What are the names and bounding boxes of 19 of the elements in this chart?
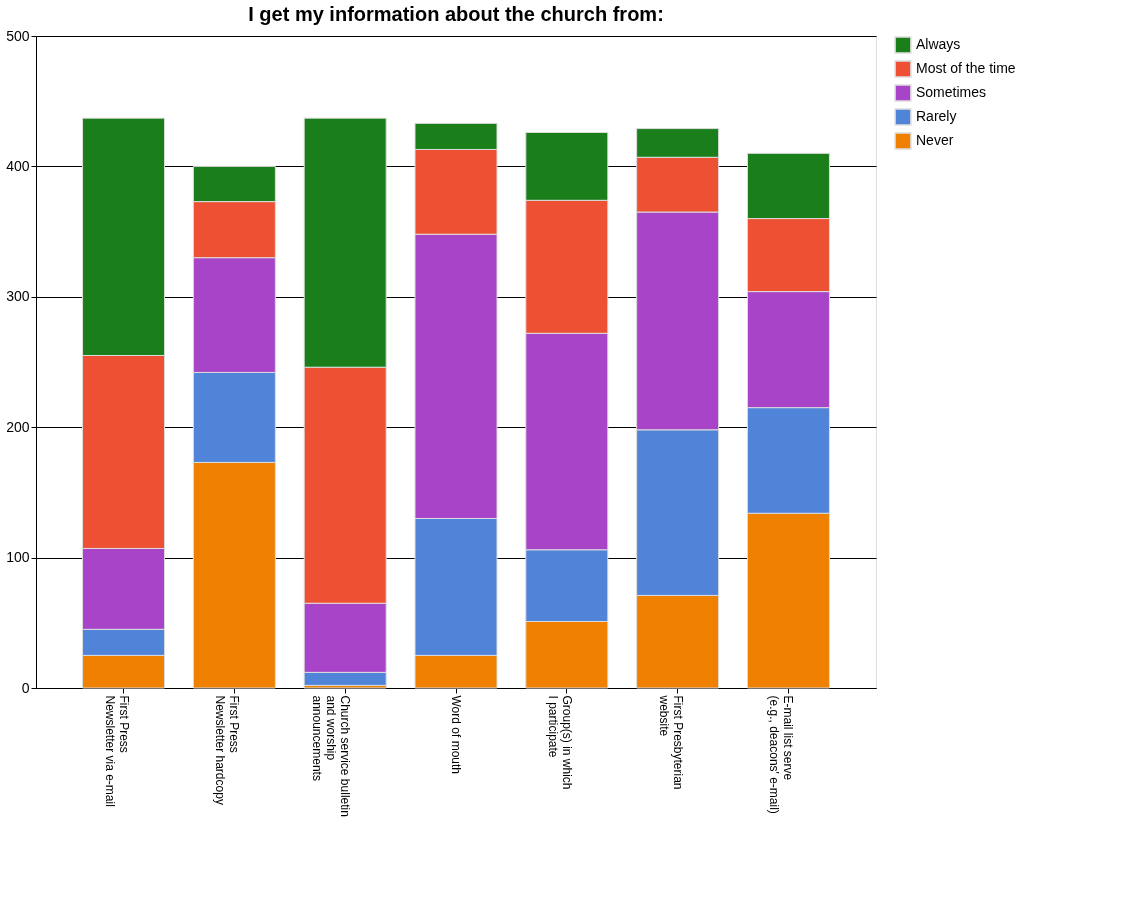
y-tick-label: 500 <box>6 27 30 44</box>
y-tick-label: 100 <box>6 549 30 566</box>
legend-label: Always <box>916 36 961 52</box>
x-tick-label: Church service bulletin and worship announcements <box>310 695 353 817</box>
chart-title: I get my information about the church from: <box>248 3 664 25</box>
x-tick-label: Word of mouth <box>449 695 463 774</box>
y-tick-label: 400 <box>6 157 30 174</box>
y-tick-label: 0 <box>21 679 30 696</box>
x-tick-label: Group(s) in which I participate <box>545 695 574 790</box>
legend-label: Rarely <box>916 108 957 124</box>
legend-label: Sometimes <box>916 84 987 100</box>
legend-label: Never <box>916 132 954 148</box>
x-tick-label: E-mail list serve (e.g., deacons' e-mail) <box>767 695 796 814</box>
legend-label: Most of the time <box>916 60 1016 76</box>
x-tick-label: First Presbyterian website <box>656 694 685 790</box>
y-tick-label: 200 <box>6 418 30 435</box>
y-tick-label: 300 <box>6 288 30 305</box>
x-tick-label: First Press Newsletter via e-mail <box>102 695 131 807</box>
x-tick-label: First Press Newsletter hardcopy <box>213 695 242 805</box>
